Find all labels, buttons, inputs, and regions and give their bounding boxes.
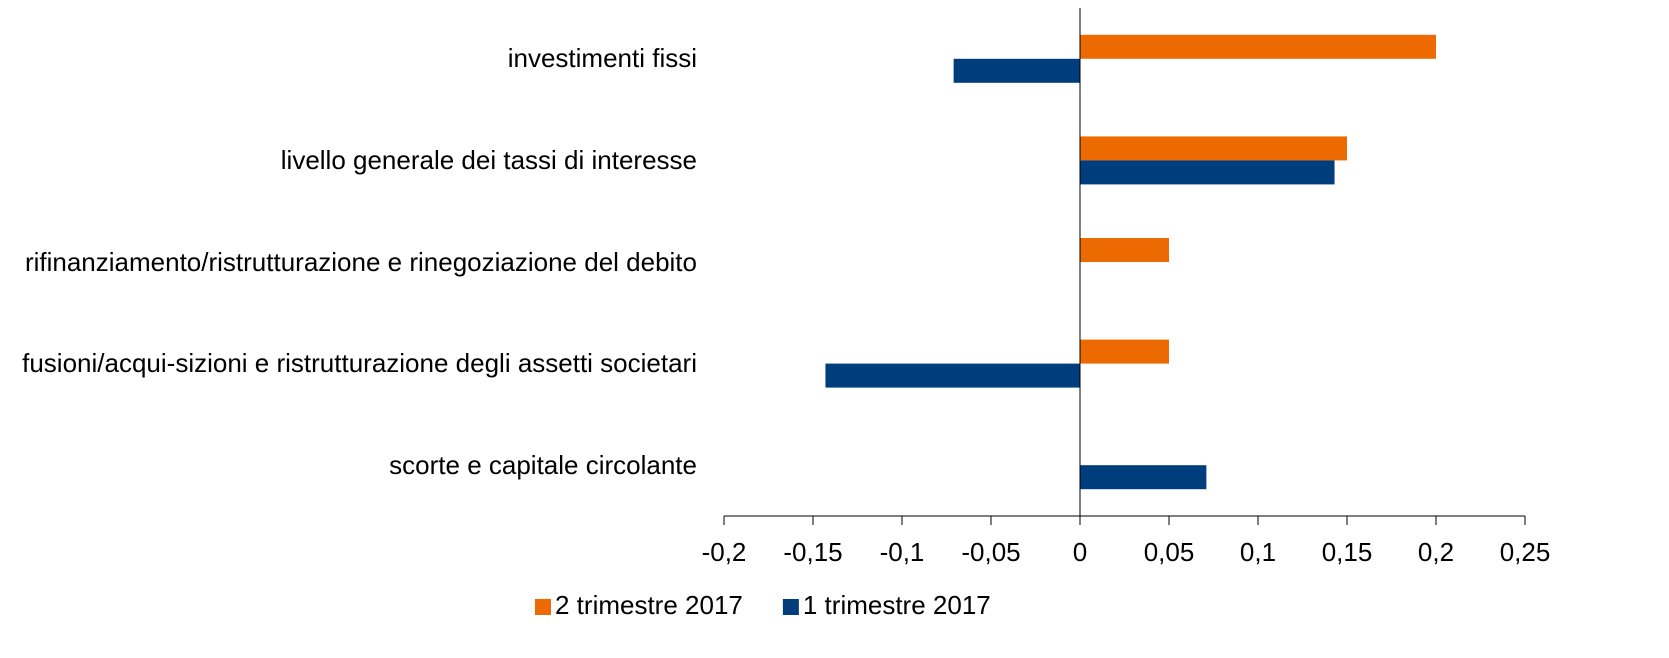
bar — [825, 363, 1080, 388]
x-tick-label: 0,05 — [1144, 537, 1195, 567]
x-tick-label: 0,1 — [1240, 537, 1276, 567]
category-label: investimenti fissi — [0, 19, 697, 99]
legend-label: 1 trimestre 2017 — [803, 590, 991, 620]
legend-label: 2 trimestre 2017 — [555, 590, 743, 620]
x-tick-label: 0 — [1073, 537, 1087, 567]
x-tick-label: 0,15 — [1322, 537, 1373, 567]
x-tick-label: 0,2 — [1418, 537, 1454, 567]
category-label: rifinanziamento/ristrutturazione e rineg… — [0, 222, 697, 302]
category-text: fusioni/acqui-sizioni e ristrutturazione… — [22, 348, 697, 379]
category-text: rifinanziamento/ristrutturazione e rineg… — [24, 246, 697, 277]
x-tick-label: -0,05 — [961, 537, 1020, 567]
category-label: livello generale dei tassi di interesse — [0, 120, 697, 200]
x-tick-label: 0,25 — [1500, 537, 1551, 567]
bar — [1080, 136, 1347, 161]
category-label: fusioni/acqui-sizioni e ristrutturazione… — [0, 324, 697, 404]
x-tick-label: -0,15 — [783, 537, 842, 567]
bar — [1080, 465, 1207, 490]
category-label: scorte e capitale circolante — [0, 425, 697, 505]
category-text: investimenti fissi — [507, 43, 697, 74]
x-tick-label: -0,2 — [702, 537, 747, 567]
bar — [1080, 238, 1169, 262]
legend-swatch — [535, 599, 551, 615]
bar — [1080, 160, 1335, 185]
bar — [1080, 34, 1436, 59]
category-text: scorte e capitale circolante — [389, 449, 697, 480]
bar — [953, 58, 1080, 83]
x-tick-label: -0,1 — [880, 537, 925, 567]
bar — [1080, 339, 1169, 364]
legend-swatch — [782, 599, 799, 615]
category-text: livello generale dei tassi di interesse — [280, 144, 697, 175]
